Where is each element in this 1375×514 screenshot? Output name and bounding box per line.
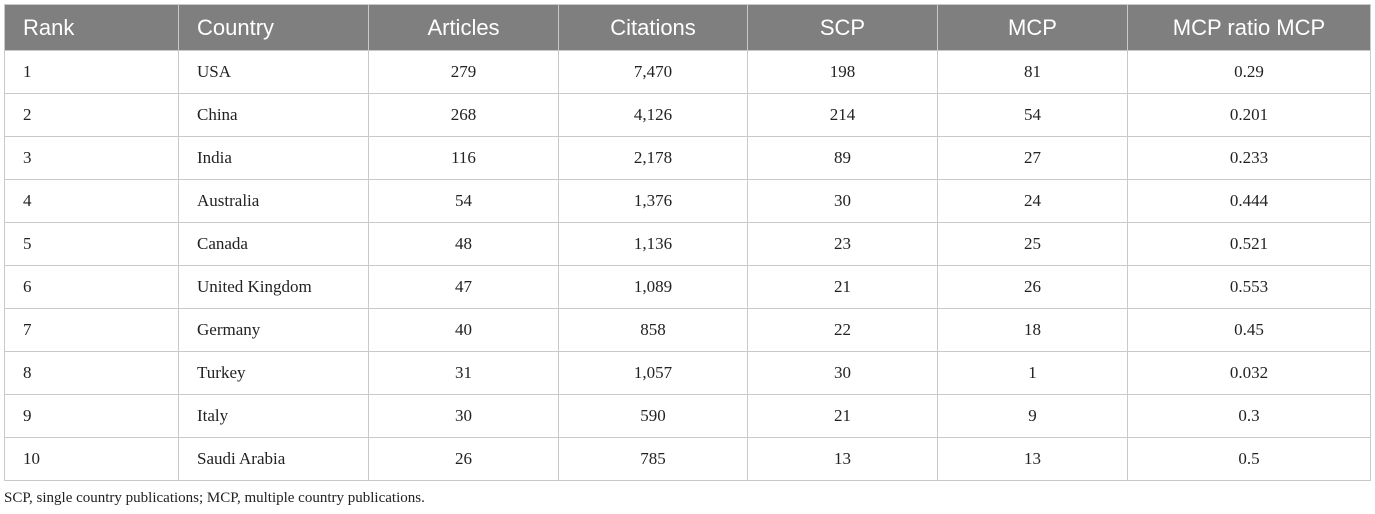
table-row: 10 Saudi Arabia 26 785 13 13 0.5 xyxy=(4,437,1371,481)
cell-mcp-ratio: 0.5 xyxy=(1127,437,1371,481)
cell-mcp: 25 xyxy=(937,222,1128,266)
data-table-container: Rank Country Articles Citations SCP MCP … xyxy=(4,4,1371,481)
cell-scp: 21 xyxy=(747,265,938,309)
cell-mcp: 18 xyxy=(937,308,1128,352)
cell-mcp-ratio: 0.201 xyxy=(1127,93,1371,137)
cell-articles: 279 xyxy=(368,50,559,94)
table-row: 7 Germany 40 858 22 18 0.45 xyxy=(4,308,1371,352)
column-header-mcp-ratio: MCP ratio MCP xyxy=(1127,4,1371,51)
cell-citations: 1,057 xyxy=(558,351,748,395)
cell-mcp: 13 xyxy=(937,437,1128,481)
cell-rank: 1 xyxy=(4,50,179,94)
cell-citations: 1,376 xyxy=(558,179,748,223)
cell-rank: 2 xyxy=(4,93,179,137)
cell-mcp-ratio: 0.521 xyxy=(1127,222,1371,266)
cell-articles: 48 xyxy=(368,222,559,266)
table-row: 1 USA 279 7,470 198 81 0.29 xyxy=(4,50,1371,94)
cell-citations: 590 xyxy=(558,394,748,438)
column-header-mcp: MCP xyxy=(937,4,1128,51)
cell-articles: 31 xyxy=(368,351,559,395)
cell-country: India xyxy=(178,136,369,180)
cell-citations: 785 xyxy=(558,437,748,481)
table-row: 6 United Kingdom 47 1,089 21 26 0.553 xyxy=(4,265,1371,309)
cell-mcp: 1 xyxy=(937,351,1128,395)
cell-country: Canada xyxy=(178,222,369,266)
cell-articles: 40 xyxy=(368,308,559,352)
cell-scp: 214 xyxy=(747,93,938,137)
cell-articles: 116 xyxy=(368,136,559,180)
cell-scp: 13 xyxy=(747,437,938,481)
table-row: 2 China 268 4,126 214 54 0.201 xyxy=(4,93,1371,137)
cell-mcp: 24 xyxy=(937,179,1128,223)
cell-scp: 198 xyxy=(747,50,938,94)
cell-mcp: 81 xyxy=(937,50,1128,94)
cell-country: Italy xyxy=(178,394,369,438)
cell-rank: 10 xyxy=(4,437,179,481)
cell-rank: 8 xyxy=(4,351,179,395)
cell-mcp: 27 xyxy=(937,136,1128,180)
table-row: 4 Australia 54 1,376 30 24 0.444 xyxy=(4,179,1371,223)
cell-scp: 22 xyxy=(747,308,938,352)
table-row: 5 Canada 48 1,136 23 25 0.521 xyxy=(4,222,1371,266)
cell-mcp-ratio: 0.45 xyxy=(1127,308,1371,352)
cell-mcp-ratio: 0.29 xyxy=(1127,50,1371,94)
column-header-citations: Citations xyxy=(558,4,748,51)
cell-scp: 89 xyxy=(747,136,938,180)
cell-mcp-ratio: 0.444 xyxy=(1127,179,1371,223)
cell-rank: 3 xyxy=(4,136,179,180)
cell-mcp: 54 xyxy=(937,93,1128,137)
column-header-country: Country xyxy=(178,4,369,51)
cell-articles: 47 xyxy=(368,265,559,309)
cell-articles: 30 xyxy=(368,394,559,438)
cell-articles: 54 xyxy=(368,179,559,223)
cell-mcp-ratio: 0.553 xyxy=(1127,265,1371,309)
cell-citations: 1,136 xyxy=(558,222,748,266)
table-row: 9 Italy 30 590 21 9 0.3 xyxy=(4,394,1371,438)
table-body: 1 USA 279 7,470 198 81 0.29 2 China 268 4,126 214 54… xyxy=(4,50,1371,481)
cell-mcp-ratio: 0.032 xyxy=(1127,351,1371,395)
cell-country: China xyxy=(178,93,369,137)
cell-rank: 6 xyxy=(4,265,179,309)
cell-mcp: 9 xyxy=(937,394,1128,438)
cell-rank: 9 xyxy=(4,394,179,438)
cell-citations: 4,126 xyxy=(558,93,748,137)
cell-country: Australia xyxy=(178,179,369,223)
cell-mcp: 26 xyxy=(937,265,1128,309)
table-footnote: SCP, single country publications; MCP, m… xyxy=(4,490,425,506)
cell-citations: 1,089 xyxy=(558,265,748,309)
column-header-rank: Rank xyxy=(4,4,179,51)
cell-country: USA xyxy=(178,50,369,94)
cell-citations: 858 xyxy=(558,308,748,352)
cell-country: United Kingdom xyxy=(178,265,369,309)
cell-scp: 21 xyxy=(747,394,938,438)
column-header-scp: SCP xyxy=(747,4,938,51)
table-header-row: Rank Country Articles Citations SCP MCP … xyxy=(4,4,1371,51)
cell-country: Turkey xyxy=(178,351,369,395)
cell-articles: 268 xyxy=(368,93,559,137)
cell-scp: 30 xyxy=(747,351,938,395)
cell-rank: 4 xyxy=(4,179,179,223)
column-header-articles: Articles xyxy=(368,4,559,51)
country-publications-table: Rank Country Articles Citations SCP MCP … xyxy=(4,4,1371,481)
cell-citations: 7,470 xyxy=(558,50,748,94)
cell-scp: 30 xyxy=(747,179,938,223)
cell-country: Saudi Arabia xyxy=(178,437,369,481)
cell-mcp-ratio: 0.233 xyxy=(1127,136,1371,180)
table-row: 8 Turkey 31 1,057 30 1 0.032 xyxy=(4,351,1371,395)
cell-country: Germany xyxy=(178,308,369,352)
cell-rank: 7 xyxy=(4,308,179,352)
cell-mcp-ratio: 0.3 xyxy=(1127,394,1371,438)
cell-articles: 26 xyxy=(368,437,559,481)
cell-scp: 23 xyxy=(747,222,938,266)
cell-rank: 5 xyxy=(4,222,179,266)
table-row: 3 India 116 2,178 89 27 0.233 xyxy=(4,136,1371,180)
cell-citations: 2,178 xyxy=(558,136,748,180)
